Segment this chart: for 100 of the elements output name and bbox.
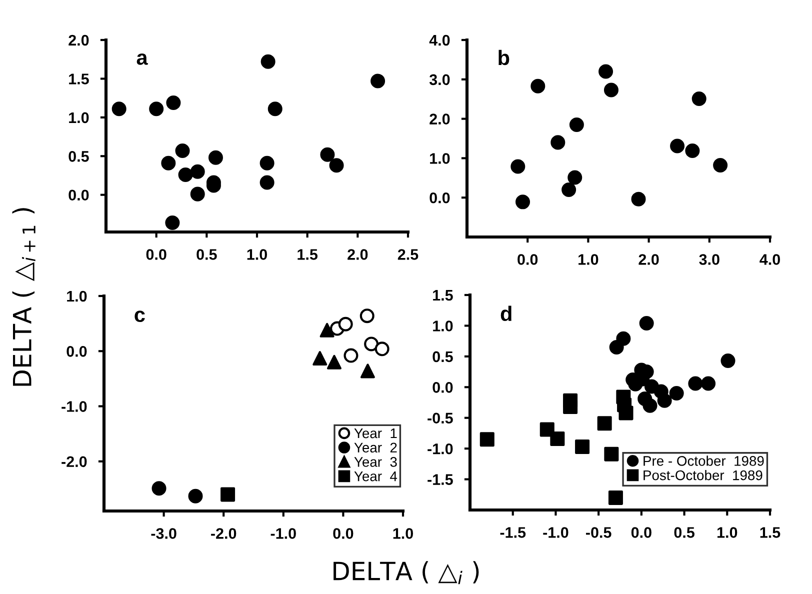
- point: [312, 351, 328, 366]
- point: [188, 488, 203, 504]
- x-tick-label: 0.0: [146, 249, 166, 260]
- x-tick-label: 1.0: [717, 527, 738, 538]
- point: [642, 398, 658, 413]
- annotation: c: [134, 310, 145, 322]
- point: [609, 340, 624, 354]
- legend-label: Year 4: [354, 472, 398, 482]
- y-tick-label: -0.5: [428, 412, 453, 424]
- point: [568, 170, 582, 185]
- point: [563, 400, 578, 414]
- x-tick-label: 1.5: [298, 249, 318, 260]
- point: [320, 322, 334, 338]
- y-axis-title: DELTA ( △$_{i+1}$ ): [12, 208, 36, 386]
- x-axis-title: DELTA ( △$_{i}$ ): [334, 561, 479, 584]
- point: [701, 376, 716, 391]
- point: [260, 156, 274, 170]
- annotation: b: [498, 50, 510, 66]
- y-tick-label: 1.0: [67, 290, 87, 302]
- legend-label: Post-October 1989: [644, 470, 762, 480]
- x-tick-label: 2.0: [638, 254, 659, 265]
- y-tick-label: 0.0: [432, 382, 453, 393]
- x-tick-label: 1.0: [393, 528, 413, 539]
- x-tick-label: -1.5: [500, 527, 526, 538]
- y-tick-label: 0.5: [68, 150, 89, 162]
- y-tick-label: -1.5: [428, 474, 453, 485]
- y-tick-label: 0.5: [432, 351, 453, 362]
- y-tick-label: 1.0: [433, 320, 453, 332]
- point: [329, 158, 344, 173]
- point: [326, 354, 342, 370]
- point: [152, 481, 166, 496]
- point: [208, 150, 223, 165]
- point: [364, 336, 379, 352]
- y-tick-label: 1.0: [69, 112, 89, 124]
- point: [178, 167, 193, 182]
- point: [260, 54, 276, 69]
- point: [618, 406, 634, 420]
- point: [540, 422, 554, 437]
- x-tick-label: 0.5: [674, 527, 694, 538]
- y-tick-label: -1.0: [428, 443, 453, 454]
- point: [344, 348, 358, 363]
- annotation: d: [500, 306, 512, 322]
- point: [220, 487, 236, 502]
- point: [166, 95, 181, 110]
- x-tick-label: 1.0: [247, 249, 267, 260]
- point: [670, 138, 685, 154]
- legend-label: Year 1: [354, 428, 397, 438]
- y-tick-label: 4.0: [429, 34, 450, 46]
- point: [688, 376, 703, 391]
- point: [360, 308, 374, 324]
- y-tick-label: 1.5: [69, 74, 89, 84]
- point: [370, 74, 386, 88]
- y-tick-label: 2.0: [68, 34, 89, 46]
- x-tick-label: 1.5: [760, 527, 780, 538]
- x-tick-label: 2.5: [398, 249, 418, 260]
- annotation: a: [136, 53, 148, 65]
- x-tick-label: 0.0: [518, 254, 538, 265]
- point: [510, 159, 526, 174]
- point: [149, 102, 164, 116]
- point: [713, 158, 728, 173]
- y-tick-label: 0.0: [66, 346, 87, 357]
- x-tick-label: 1.0: [578, 254, 598, 265]
- x-tick-label: 0.0: [631, 527, 652, 538]
- point: [480, 432, 494, 447]
- x-tick-label: 0.0: [333, 528, 354, 539]
- x-tick-label: 2.0: [348, 249, 368, 260]
- y-tick-label: -2.0: [62, 456, 87, 468]
- point: [685, 143, 700, 158]
- point: [550, 431, 565, 446]
- x-tick-label: -3.0: [151, 528, 176, 539]
- point: [669, 386, 684, 401]
- legend-label: Year 2: [354, 442, 397, 453]
- point: [575, 439, 590, 454]
- point: [597, 416, 612, 431]
- point: [260, 175, 274, 190]
- point: [631, 192, 646, 206]
- point: [338, 316, 353, 332]
- y-tick-label: -1.0: [62, 401, 87, 412]
- y-tick-label: 2.0: [430, 114, 450, 124]
- point: [360, 364, 375, 378]
- point: [604, 82, 618, 98]
- point: [562, 182, 576, 197]
- point: [550, 135, 566, 150]
- y-tick-label: 1.5: [433, 290, 453, 301]
- x-tick-label: -1.0: [270, 528, 296, 539]
- point: [268, 102, 282, 116]
- y-tick-label: 3.0: [429, 74, 450, 86]
- y-tick-label: 0.0: [430, 192, 450, 204]
- point: [161, 156, 176, 170]
- x-tick-label: 0.5: [196, 249, 217, 260]
- point: [165, 215, 180, 230]
- legend-label: Year 3: [354, 457, 397, 467]
- point: [515, 194, 530, 210]
- x-tick-label: -2.0: [211, 528, 236, 539]
- point: [639, 316, 654, 331]
- point: [374, 342, 390, 356]
- point: [657, 393, 672, 408]
- point: [112, 102, 126, 116]
- x-tick-label: 3.0: [699, 254, 720, 265]
- point: [692, 91, 706, 106]
